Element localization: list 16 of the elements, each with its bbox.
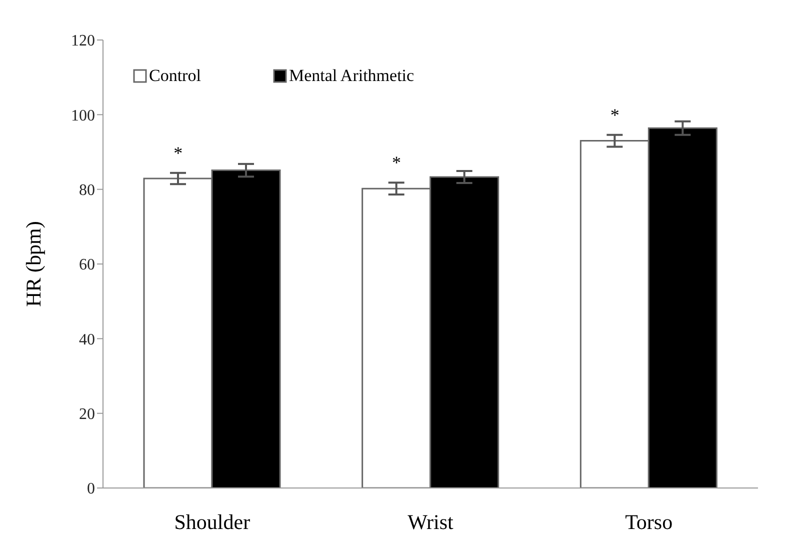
x-tick-label: Shoulder <box>174 510 250 534</box>
annotation: * <box>392 152 401 173</box>
y-tick-label: 80 <box>79 182 95 200</box>
y-tick-label: 20 <box>79 406 95 424</box>
y-tick-label: 100 <box>71 107 95 124</box>
y-tick-label: 0 <box>87 480 95 498</box>
x-tick-label: Torso <box>625 510 673 534</box>
y-tick-label: 120 <box>71 32 95 50</box>
y-tick-label: 60 <box>79 256 95 274</box>
x-tick-label: Wrist <box>408 510 454 534</box>
annotation: * <box>174 142 183 163</box>
legend-label: Mental Arithmetic <box>288 66 414 86</box>
annotation: * <box>610 104 620 125</box>
y-axis-title: HR (bpm) <box>21 221 46 307</box>
legend-label: Control <box>149 66 201 86</box>
y-tick-label: 40 <box>79 331 95 348</box>
